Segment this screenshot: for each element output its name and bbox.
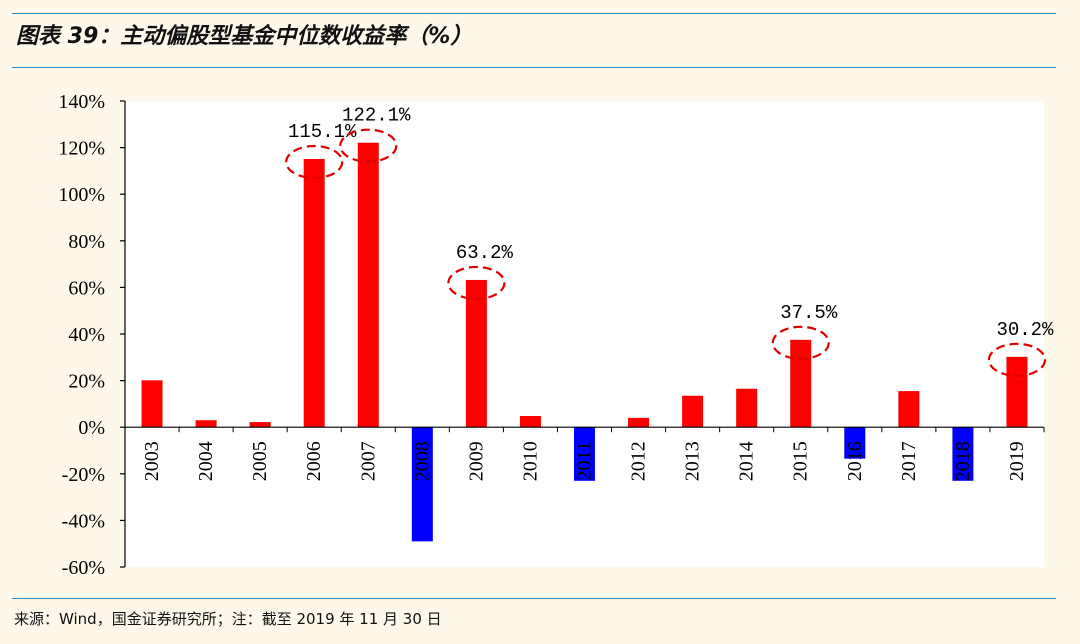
highlight-circle-2009 <box>447 265 506 301</box>
bar-2007 <box>357 142 379 428</box>
y-tick-label: 100% <box>58 184 105 206</box>
highlight-circle-2007 <box>339 128 398 163</box>
category-label-2010: 2010 <box>519 441 541 481</box>
bar-2003 <box>141 380 163 428</box>
y-tick-label: -20% <box>62 464 105 486</box>
bar-2019 <box>1006 356 1028 428</box>
y-tick-label: -40% <box>62 510 105 532</box>
bar-2014 <box>736 388 758 428</box>
source-note: 来源：Wind，国金证券研究所；注：截至 2019 年 11 月 30 日 <box>14 610 442 628</box>
bar-2012 <box>628 417 650 428</box>
y-tick-label: 20% <box>68 371 105 393</box>
data-label-2019: 30.2% <box>996 319 1054 341</box>
y-tick-label: 140% <box>58 91 105 113</box>
bar-2010 <box>519 416 541 428</box>
y-tick-label: 120% <box>58 138 105 160</box>
y-tick-label: 40% <box>68 324 105 346</box>
data-label-2009: 63.2% <box>456 242 514 264</box>
y-tick-label: 80% <box>68 231 105 253</box>
highlight-circle-2015 <box>771 325 830 360</box>
bar-2004 <box>195 420 217 428</box>
y-tick-label: -60% <box>62 557 105 579</box>
bar-2013 <box>682 395 704 428</box>
category-label-2005: 2005 <box>249 441 271 481</box>
bottom-rule <box>12 598 1056 599</box>
category-label-2018: 2018 <box>952 441 974 481</box>
title-rule <box>12 67 1056 68</box>
bar-2011 <box>574 427 595 481</box>
category-label-2013: 2013 <box>682 441 704 481</box>
figure-title: 图表 39：主动偏股型基金中位数收益率（%） <box>16 24 473 49</box>
highlight-circle-2019 <box>987 342 1047 377</box>
bar-2016 <box>844 427 866 459</box>
category-label-2015: 2015 <box>790 441 812 481</box>
category-label-2007: 2007 <box>357 441 379 481</box>
top-rule <box>12 13 1056 14</box>
category-label-2016: 2016 <box>844 441 866 481</box>
category-label-2009: 2009 <box>465 441 487 481</box>
category-label-2003: 2003 <box>141 441 163 481</box>
category-label-2012: 2012 <box>628 441 650 481</box>
bar-2018 <box>952 427 974 481</box>
bar-2005 <box>249 422 271 428</box>
data-label-2015: 37.5% <box>780 302 838 324</box>
category-label-2004: 2004 <box>195 441 217 481</box>
y-tick-label: 0% <box>78 417 105 439</box>
y-tick-label: 60% <box>68 277 105 299</box>
category-label-2014: 2014 <box>736 441 758 481</box>
category-label-2011: 2011 <box>574 441 596 480</box>
data-label-2007: 122.1% <box>342 105 411 127</box>
highlight-circle-2006 <box>285 144 344 180</box>
bar-2009 <box>465 279 487 428</box>
plot-area <box>125 101 1044 567</box>
category-label-2006: 2006 <box>303 441 325 481</box>
bar-2015 <box>790 339 812 428</box>
category-label-2017: 2017 <box>898 441 920 481</box>
bar-2008 <box>411 427 433 542</box>
category-label-2008: 2008 <box>411 441 433 481</box>
category-label-2019: 2019 <box>1006 441 1028 481</box>
bar-2017 <box>898 391 920 428</box>
bar-2006 <box>303 159 325 428</box>
data-label-2006: 115.1% <box>288 121 357 143</box>
